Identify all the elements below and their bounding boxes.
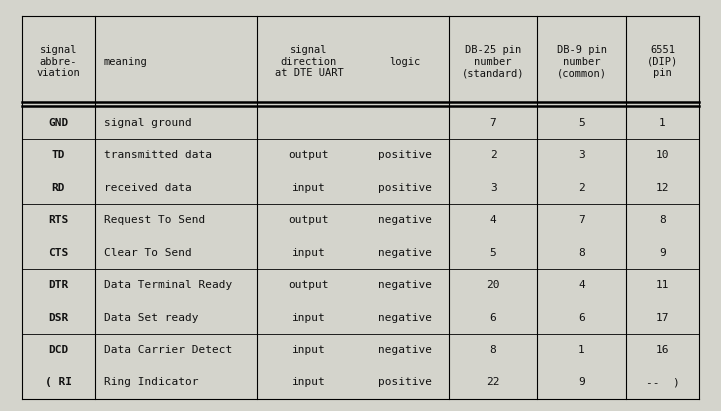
Text: 4: 4 [578, 280, 585, 290]
Text: Clear To Send: Clear To Send [104, 248, 192, 258]
Text: negative: negative [378, 215, 432, 225]
Text: negative: negative [378, 248, 432, 258]
Text: 3: 3 [578, 150, 585, 160]
Text: Ring Indicator: Ring Indicator [104, 377, 198, 388]
Text: TD: TD [52, 150, 65, 160]
Text: received data: received data [104, 183, 192, 193]
Text: 8: 8 [659, 215, 666, 225]
Text: negative: negative [378, 345, 432, 355]
Text: 5: 5 [490, 248, 497, 258]
Text: ( RI: ( RI [45, 377, 72, 388]
Text: 16: 16 [656, 345, 669, 355]
Text: signal ground: signal ground [104, 118, 192, 128]
Text: 7: 7 [490, 118, 497, 128]
Text: input: input [292, 248, 326, 258]
Text: 7: 7 [578, 215, 585, 225]
Text: 10: 10 [656, 150, 669, 160]
Text: DTR: DTR [48, 280, 68, 290]
Text: signal
abbre-
viation: signal abbre- viation [37, 45, 80, 78]
Text: signal
direction
at DTE UART: signal direction at DTE UART [275, 45, 343, 78]
Text: RD: RD [52, 183, 65, 193]
Text: output: output [288, 215, 329, 225]
Text: 1: 1 [659, 118, 666, 128]
Text: GND: GND [48, 118, 68, 128]
Text: Data Terminal Ready: Data Terminal Ready [104, 280, 232, 290]
Text: 8: 8 [578, 248, 585, 258]
Text: meaning: meaning [104, 57, 148, 67]
Text: 2: 2 [490, 150, 497, 160]
Text: --  ): -- ) [646, 377, 679, 388]
Text: 17: 17 [656, 313, 669, 323]
Text: DB-9 pin
number
(common): DB-9 pin number (common) [557, 45, 606, 78]
Text: 4: 4 [490, 215, 497, 225]
Text: input: input [292, 183, 326, 193]
Text: DSR: DSR [48, 313, 68, 323]
Text: DB-25 pin
number
(standard): DB-25 pin number (standard) [462, 45, 524, 78]
Text: 6: 6 [490, 313, 497, 323]
Text: input: input [292, 345, 326, 355]
Text: 2: 2 [578, 183, 585, 193]
Text: 5: 5 [578, 118, 585, 128]
Text: output: output [288, 150, 329, 160]
Text: 3: 3 [490, 183, 497, 193]
Text: Request To Send: Request To Send [104, 215, 205, 225]
Text: CTS: CTS [48, 248, 68, 258]
Text: 22: 22 [487, 377, 500, 388]
Text: 8: 8 [490, 345, 497, 355]
Text: 20: 20 [487, 280, 500, 290]
Text: 11: 11 [656, 280, 669, 290]
Text: negative: negative [378, 280, 432, 290]
Text: positive: positive [378, 183, 432, 193]
Text: 6551
(DIP)
pin: 6551 (DIP) pin [647, 45, 678, 78]
Text: Data Set ready: Data Set ready [104, 313, 198, 323]
Text: positive: positive [378, 150, 432, 160]
Text: input: input [292, 377, 326, 388]
Text: input: input [292, 313, 326, 323]
Text: 9: 9 [578, 377, 585, 388]
Text: DCD: DCD [48, 345, 68, 355]
Text: 6: 6 [578, 313, 585, 323]
Text: negative: negative [378, 313, 432, 323]
Text: Data Carrier Detect: Data Carrier Detect [104, 345, 232, 355]
Text: RTS: RTS [48, 215, 68, 225]
Text: transmitted data: transmitted data [104, 150, 212, 160]
Text: 12: 12 [656, 183, 669, 193]
Text: output: output [288, 280, 329, 290]
Text: logic: logic [389, 57, 420, 67]
Text: positive: positive [378, 377, 432, 388]
Text: 1: 1 [578, 345, 585, 355]
Text: 9: 9 [659, 248, 666, 258]
